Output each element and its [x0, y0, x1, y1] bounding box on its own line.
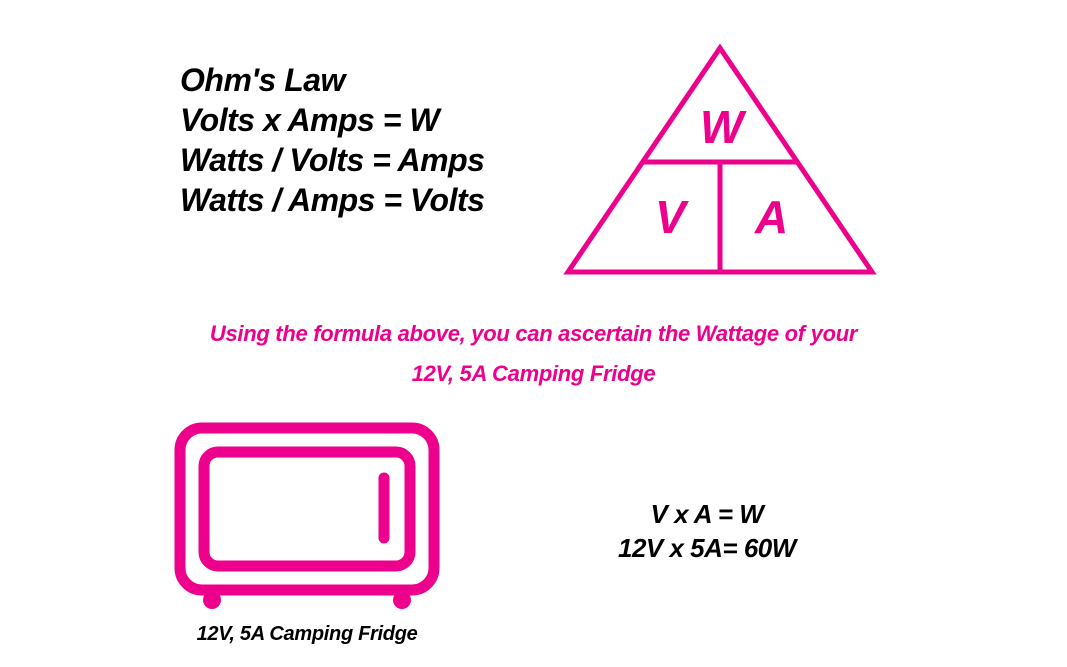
- triangle-letter-a: A: [755, 190, 787, 244]
- ohms-law-triangle: W V A: [560, 40, 880, 280]
- triangle-svg: [560, 40, 880, 280]
- fridge-icon: [172, 420, 442, 610]
- fridge-caption: 12V, 5A Camping Fridge: [172, 623, 442, 646]
- calculation-block: V x A = W 12V x 5A= 60W: [618, 498, 796, 566]
- triangle-letter-w: W: [700, 100, 742, 154]
- formula-title: Ohm's Law: [180, 60, 484, 100]
- formula-line-2: Watts / Volts = Amps: [180, 140, 484, 180]
- triangle-letter-v: V: [655, 190, 685, 244]
- formula-line-3: Watts / Amps = Volts: [180, 180, 484, 220]
- calc-line-1: V x A = W: [618, 498, 796, 532]
- description-line-2: 12V, 5A Camping Fridge: [0, 354, 1067, 394]
- calc-line-2: 12V x 5A= 60W: [618, 532, 796, 566]
- description-block: Using the formula above, you can ascerta…: [0, 314, 1067, 393]
- description-line-1: Using the formula above, you can ascerta…: [0, 314, 1067, 354]
- fridge-container: 12V, 5A Camping Fridge: [172, 420, 442, 646]
- formula-line-1: Volts x Amps = W: [180, 100, 484, 140]
- formula-block: Ohm's Law Volts x Amps = W Watts / Volts…: [180, 60, 484, 220]
